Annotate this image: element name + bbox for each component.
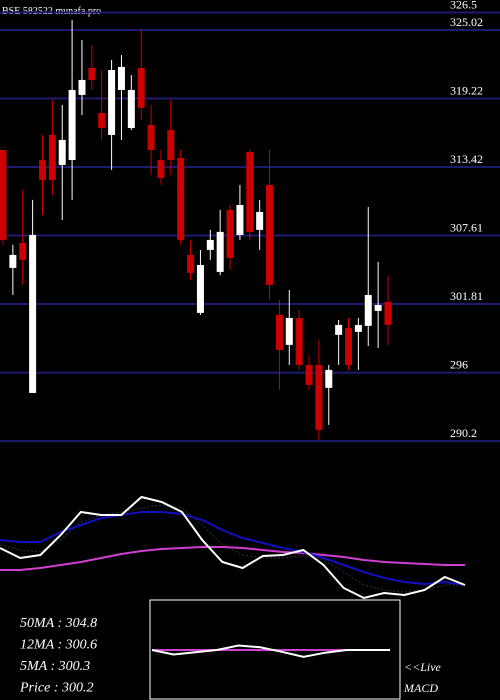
candle-body xyxy=(354,324,362,332)
candle-body xyxy=(38,159,46,180)
indicator-line xyxy=(0,511,466,586)
candle-body xyxy=(108,70,116,135)
candle-body xyxy=(374,304,382,311)
candle-body xyxy=(295,317,303,365)
candle-body xyxy=(266,184,274,285)
candle-body xyxy=(216,231,224,272)
candle-body xyxy=(275,314,283,350)
candle-body xyxy=(285,317,293,345)
candle-body xyxy=(0,149,7,240)
candle-body xyxy=(384,301,392,325)
candle-body xyxy=(88,68,96,80)
y-tick-label: 307.61 xyxy=(450,221,483,235)
chart-title: BSE 582522 munafa.pro xyxy=(2,6,101,17)
y-tick-label: 326.5 xyxy=(450,0,477,12)
candle-body xyxy=(364,294,372,326)
candle-body xyxy=(58,139,66,165)
y-tick-label: 313.42 xyxy=(450,152,483,166)
candle-body xyxy=(117,66,125,90)
y-tick-label: 325.02 xyxy=(450,15,483,29)
ma-label: Price : 300.2 xyxy=(19,681,93,696)
candle-body xyxy=(305,364,313,385)
candle-body xyxy=(167,129,175,160)
y-tick-label: 296 xyxy=(450,358,468,372)
candle-body xyxy=(325,369,333,388)
candle-body xyxy=(68,89,76,160)
y-tick-label: 290.2 xyxy=(450,426,477,440)
macd-label: MACD xyxy=(403,681,438,695)
candle-body xyxy=(127,89,135,128)
candle-body xyxy=(335,324,343,335)
candle-body xyxy=(48,134,56,180)
indicator-line xyxy=(0,546,465,571)
candle-body xyxy=(29,234,37,393)
candle-body xyxy=(226,209,234,258)
indicator-line xyxy=(0,504,465,593)
candle-body xyxy=(177,157,185,240)
y-tick-label: 301.81 xyxy=(450,289,483,303)
live-label: <<Live xyxy=(404,660,442,674)
candle-body xyxy=(137,68,145,108)
candle-body xyxy=(345,327,353,365)
candle-body xyxy=(206,239,214,250)
indicator-line xyxy=(151,644,390,658)
candle-body xyxy=(19,242,27,260)
macd-frame xyxy=(149,599,401,700)
candle-body xyxy=(9,254,17,268)
ma-label: 50MA : 304.8 xyxy=(20,616,97,631)
candle-body xyxy=(157,159,165,178)
y-tick-label: 319.22 xyxy=(450,83,483,97)
indicator-line xyxy=(0,495,466,600)
candle-body xyxy=(147,124,155,150)
candle-body xyxy=(98,112,106,128)
candle-body xyxy=(256,211,264,230)
candle-body xyxy=(315,364,323,430)
candle-body xyxy=(187,254,195,273)
candle-body xyxy=(196,264,204,313)
candle-body xyxy=(246,151,254,232)
candle-body xyxy=(236,204,244,235)
ma-label: 5MA : 300.3 xyxy=(20,659,90,674)
ma-label: 12MA : 300.6 xyxy=(20,638,97,653)
candle-body xyxy=(78,79,86,95)
